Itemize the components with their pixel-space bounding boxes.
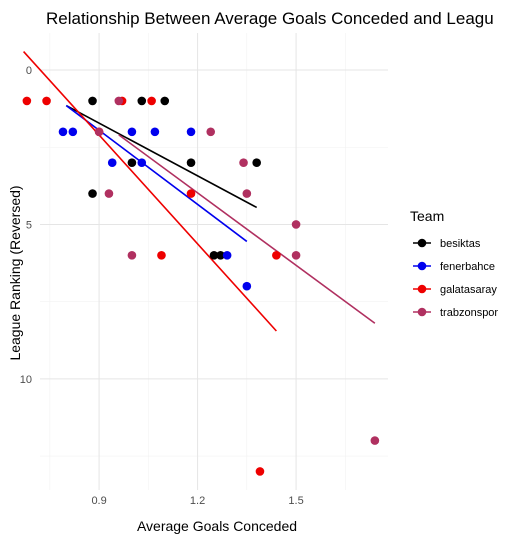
legend-key-point (417, 284, 427, 294)
data-point-besiktas (186, 158, 196, 167)
data-point-trabzonspor (291, 220, 301, 229)
x-tick-label: 0.9 (91, 495, 106, 507)
data-point-galatasaray (255, 467, 265, 476)
data-point-besiktas (252, 158, 261, 167)
data-point-besiktas (137, 96, 147, 106)
y-tick-label: 5 (26, 219, 32, 231)
data-point-trabzonspor (291, 251, 301, 260)
legend-key-point (417, 261, 427, 271)
data-point-trabzonspor (370, 436, 380, 445)
point-layer (22, 96, 380, 476)
legend-title: Team (410, 208, 444, 224)
legend-item-fenerbahce: fenerbahce (413, 261, 495, 273)
data-point-besiktas (216, 251, 225, 260)
legend-item-trabzonspor: trabzonspor (413, 307, 498, 319)
data-point-fenerbahce (127, 127, 137, 137)
legend-label: fenerbahce (440, 261, 495, 273)
trend-layer (22, 50, 376, 332)
x-axis-title: Average Goals Conceded (137, 518, 297, 534)
x-tick-label: 1.2 (190, 495, 205, 507)
data-point-fenerbahce (137, 158, 147, 167)
trend-line-fenerbahce (65, 104, 248, 243)
tick-layer: 0.9 1.2 1.5 0 5 10 (20, 65, 304, 507)
legend-label: trabzonspor (440, 307, 498, 319)
legend-label: galatasaray (440, 284, 497, 296)
data-point-fenerbahce (68, 127, 78, 137)
legend-key-point (417, 238, 427, 248)
legend-label: besiktas (440, 238, 481, 250)
legend: Team besiktas fenerbahce galatasaray trabzo… (410, 208, 498, 319)
data-point-fenerbahce (186, 127, 196, 137)
data-point-trabzonspor (239, 158, 248, 167)
data-point-galatasaray (42, 96, 51, 106)
x-tick-label: 1.5 (288, 495, 303, 507)
trend-line-trabzonspor (118, 134, 376, 324)
data-point-fenerbahce (222, 251, 232, 260)
data-point-trabzonspor (114, 96, 124, 106)
data-point-besiktas (127, 158, 137, 167)
data-point-trabzonspor (127, 251, 137, 260)
data-point-galatasaray (22, 96, 32, 106)
data-point-besiktas (88, 96, 97, 106)
y-tick-label: 0 (26, 65, 32, 77)
data-point-trabzonspor (242, 189, 252, 198)
y-axis-title: League Ranking (Reversed) (7, 185, 23, 360)
data-point-galatasaray (157, 251, 166, 260)
chart-title: Relationship Between Average Goals Conce… (46, 9, 494, 28)
data-point-galatasaray (186, 189, 196, 198)
legend-key-point (417, 307, 427, 317)
data-point-fenerbahce (107, 158, 117, 167)
data-point-trabzonspor (94, 127, 104, 137)
trend-line-galatasaray (22, 50, 277, 332)
data-point-trabzonspor (206, 127, 216, 137)
legend-items: besiktas fenerbahce galatasaray trabzonspor (413, 238, 498, 319)
data-point-trabzonspor (104, 189, 114, 198)
data-point-fenerbahce (242, 281, 252, 291)
data-point-besiktas (160, 96, 170, 106)
trend-line-besiktas (65, 104, 258, 209)
data-point-fenerbahce (58, 127, 68, 137)
y-tick-label: 10 (20, 374, 32, 386)
legend-item-galatasaray: galatasaray (413, 284, 497, 296)
data-point-galatasaray (272, 251, 281, 260)
data-point-fenerbahce (150, 127, 160, 137)
legend-item-besiktas: besiktas (413, 238, 481, 250)
data-point-besiktas (88, 189, 97, 198)
grid-layer (40, 33, 388, 490)
data-point-besiktas (209, 251, 219, 260)
data-point-galatasaray (147, 96, 156, 106)
